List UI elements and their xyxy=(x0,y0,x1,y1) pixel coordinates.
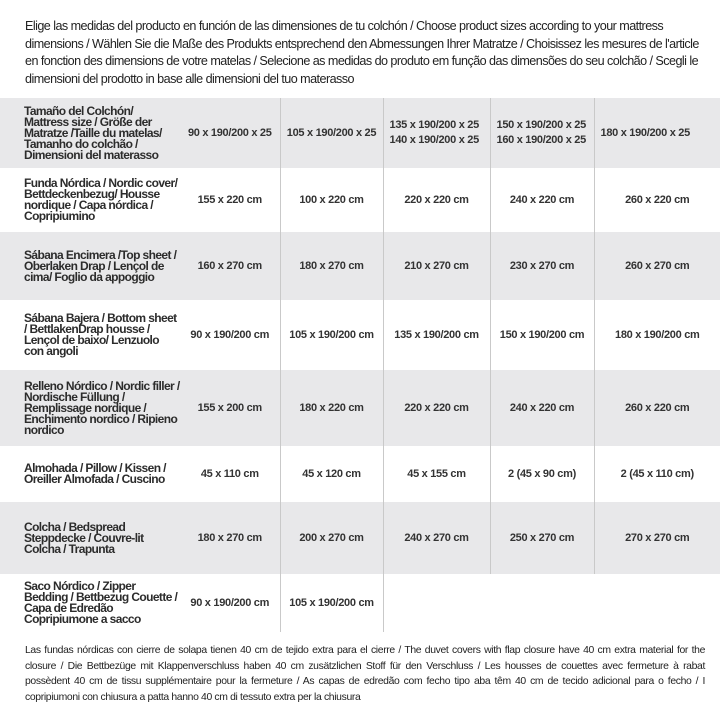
footnote: Las fundas nórdicas con cierre de solapa… xyxy=(25,645,705,703)
row-label: Sábana Bajera / Bottom sheet / Bettlaken… xyxy=(0,300,180,370)
size-cell: 2 (45 x 90 cm) xyxy=(489,446,594,502)
row-label: Saco Nórdico / Zipper Bedding / Bettbezu… xyxy=(0,574,180,632)
header-row: Tamaño del Colchón/ Mattress size / Größ… xyxy=(0,98,720,168)
size-160: 160 x 190/200 x 25 xyxy=(496,134,587,146)
size-135-140: 135 x 190/200 x 25 140 x 190/200 x 25 xyxy=(382,98,490,168)
size-cell xyxy=(382,574,490,632)
size-cell: 260 x 220 cm xyxy=(593,168,720,232)
size-cell: 260 x 270 cm xyxy=(593,232,720,300)
size-cell: 220 x 220 cm xyxy=(382,168,490,232)
table-row: Funda Nórdica / Nordic cover/ Bettdecken… xyxy=(0,168,720,232)
size-105: 105 x 190/200 x 25 xyxy=(279,98,383,168)
size-cell: 180 x 270 cm xyxy=(180,502,280,574)
size-cell: 105 x 190/200 cm xyxy=(279,300,383,370)
table-row: Sábana Encimera /Top sheet / Oberlaken D… xyxy=(0,232,720,300)
size-150-160: 150 x 190/200 x 25 160 x 190/200 x 25 xyxy=(489,98,594,168)
table-row: Saco Nórdico / Zipper Bedding / Bettbezu… xyxy=(0,574,720,632)
size-cell: 45 x 120 cm xyxy=(279,446,383,502)
size-cell: 105 x 190/200 cm xyxy=(279,574,383,632)
table-row: Relleno Nórdico / Nordic filler / Nordis… xyxy=(0,370,720,446)
row-label: Almohada / Pillow / Kissen / Oreiller Al… xyxy=(0,446,180,502)
intro-text: Elige las medidas del producto en funció… xyxy=(25,19,699,86)
size-cell: 135 x 190/200 cm xyxy=(382,300,490,370)
size-cell: 180 x 270 cm xyxy=(279,232,383,300)
size-cell: 90 x 190/200 cm xyxy=(180,574,280,632)
size-cell: 45 x 155 cm xyxy=(382,446,490,502)
size-135: 135 x 190/200 x 25 xyxy=(389,119,480,131)
size-180: 180 x 190/200 x 25 xyxy=(593,98,720,168)
row-label: Funda Nórdica / Nordic cover/ Bettdecken… xyxy=(0,168,180,232)
size-cell: 210 x 270 cm xyxy=(382,232,490,300)
row-label: Sábana Encimera /Top sheet / Oberlaken D… xyxy=(0,232,180,300)
row-label: Relleno Nórdico / Nordic filler / Nordis… xyxy=(0,370,180,446)
size-cell: 240 x 220 cm xyxy=(489,370,594,446)
table-row: Sábana Bajera / Bottom sheet / Bettlaken… xyxy=(0,300,720,370)
size-90: 90 x 190/200 x 25 xyxy=(180,98,280,168)
row-label: Colcha / Bedspread Steppdecke / Couvre-l… xyxy=(0,502,180,574)
size-cell: 230 x 270 cm xyxy=(489,232,594,300)
size-150: 150 x 190/200 x 25 xyxy=(496,119,587,131)
size-cell xyxy=(490,574,594,632)
size-cell: 220 x 220 cm xyxy=(382,370,490,446)
size-cell xyxy=(594,574,720,632)
size-cell: 155 x 220 cm xyxy=(180,168,280,232)
table-row: Almohada / Pillow / Kissen / Oreiller Al… xyxy=(0,446,720,502)
size-cell: 240 x 220 cm xyxy=(489,168,594,232)
size-cell: 150 x 190/200 cm xyxy=(489,300,594,370)
size-cell: 90 x 190/200 cm xyxy=(180,300,280,370)
size-cell: 2 (45 x 110 cm) xyxy=(593,446,720,502)
size-cell: 155 x 200 cm xyxy=(180,370,280,446)
size-cell: 160 x 270 cm xyxy=(180,232,280,300)
size-cell: 240 x 270 cm xyxy=(382,502,490,574)
size-cell: 250 x 270 cm xyxy=(489,502,594,574)
header-label: Tamaño del Colchón/ Mattress size / Größ… xyxy=(0,98,180,168)
size-cell: 180 x 190/200 cm xyxy=(593,300,720,370)
table-row: Colcha / Bedspread Steppdecke / Couvre-l… xyxy=(0,502,720,574)
size-table: Tamaño del Colchón/ Mattress size / Größ… xyxy=(0,98,720,632)
size-140: 140 x 190/200 x 25 xyxy=(389,134,480,146)
size-cell: 200 x 270 cm xyxy=(279,502,383,574)
size-cell: 260 x 220 cm xyxy=(593,370,720,446)
size-cell: 270 x 270 cm xyxy=(593,502,720,574)
size-cell: 180 x 220 cm xyxy=(279,370,383,446)
size-cell: 45 x 110 cm xyxy=(180,446,280,502)
size-cell: 100 x 220 cm xyxy=(279,168,383,232)
